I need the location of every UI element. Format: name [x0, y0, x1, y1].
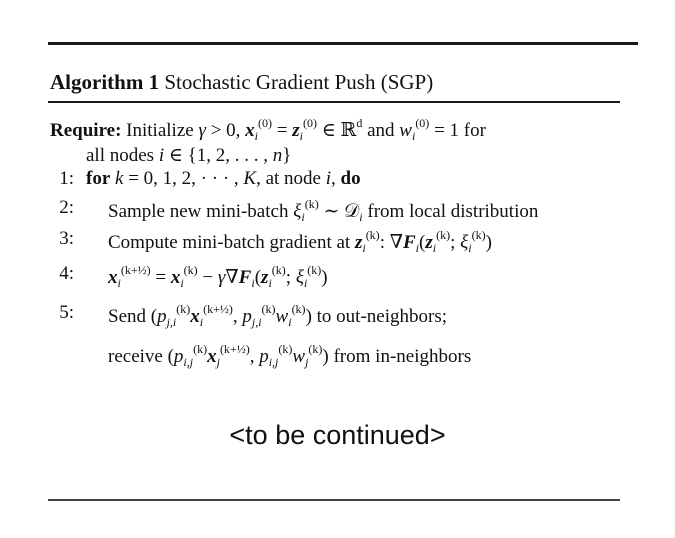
step-5b-tail: from in-neighbors [333, 346, 472, 367]
require-line2-text: all nodes [86, 145, 155, 166]
step-1-node: i [325, 168, 332, 189]
require-keyword: Require: [50, 120, 122, 141]
step-2-tail: from local distribution [367, 201, 539, 222]
header-rule [48, 101, 620, 103]
step-5b-text: receive [108, 346, 163, 367]
step-number: 2: [59, 197, 74, 218]
step-5-tail: to out-neighbors; [316, 306, 447, 327]
require-and: and [367, 120, 395, 141]
step-1-text: , at node [256, 168, 321, 189]
step-2: 2: Sample new mini-batch ξi(k) ∼ 𝒟i from… [48, 197, 648, 224]
require-math-1: γ > 0, xi(0) = zi(0) ∈ ℝd [198, 116, 363, 143]
require-math-3: i ∈ {1, 2, . . . , n} [158, 145, 292, 166]
require-for: for [463, 120, 486, 141]
step-number: 4: [59, 263, 74, 284]
step-number: 5: [59, 302, 74, 323]
step-3-text: Compute mini-batch gradient at [108, 232, 351, 253]
step-5b-math: (pi,j(k)xj(k+½), pi,j(k)wj(k)) [167, 342, 329, 369]
step-4-math: xi(k+½) = xi(k) − γ∇Fi(zi(k); ξi(k)) [108, 263, 328, 290]
step-5-math: (pj,i(k)xi(k+½), pj,i(k)wi(k)) [150, 302, 312, 329]
step-1: 1: for k = 0, 1, 2, · · · , K, at node i… [48, 168, 648, 192]
top-rule [48, 42, 638, 45]
for-keyword: for [86, 168, 111, 189]
step-number: 3: [59, 228, 74, 249]
step-3-math: zi(k): ∇Fi(zi(k); ξi(k)) [354, 228, 492, 255]
require-line: Require: Initialize γ > 0, xi(0) = zi(0)… [50, 116, 486, 144]
step-5-receive: receive (pi,j(k)xj(k+½), pi,j(k)wj(k)) f… [108, 342, 471, 370]
require-text: Initialize [126, 120, 194, 141]
step-5-text: Send [108, 306, 146, 327]
step-5: 5: Send (pj,i(k)xi(k+½), pj,i(k)wi(k)) t… [48, 302, 648, 330]
algorithm-label: Algorithm 1 [50, 70, 160, 94]
bottom-rule [48, 499, 620, 501]
to-be-continued-note: <to be continued> [229, 420, 446, 450]
require-line-2: all nodes i ∈ {1, 2, . . . , n} [86, 144, 291, 167]
algorithm-title: Algorithm 1 Stochastic Gradient Push (SG… [50, 70, 433, 95]
algorithm-name: Stochastic Gradient Push (SGP) [164, 70, 434, 94]
require-math-2: wi(0) = 1 [399, 116, 460, 143]
step-2-text: Sample new mini-batch [108, 201, 289, 222]
step-1-math: k = 0, 1, 2, · · · , K [115, 168, 257, 189]
step-4: 4: xi(k+½) = xi(k) − γ∇Fi(zi(k); ξi(k)) [48, 263, 648, 291]
step-3: 3: Compute mini-batch gradient at zi(k):… [48, 228, 648, 255]
step-2-math: ξi(k) ∼ 𝒟i [293, 197, 363, 224]
step-number: 1: [59, 168, 74, 189]
do-keyword: do [340, 168, 361, 189]
